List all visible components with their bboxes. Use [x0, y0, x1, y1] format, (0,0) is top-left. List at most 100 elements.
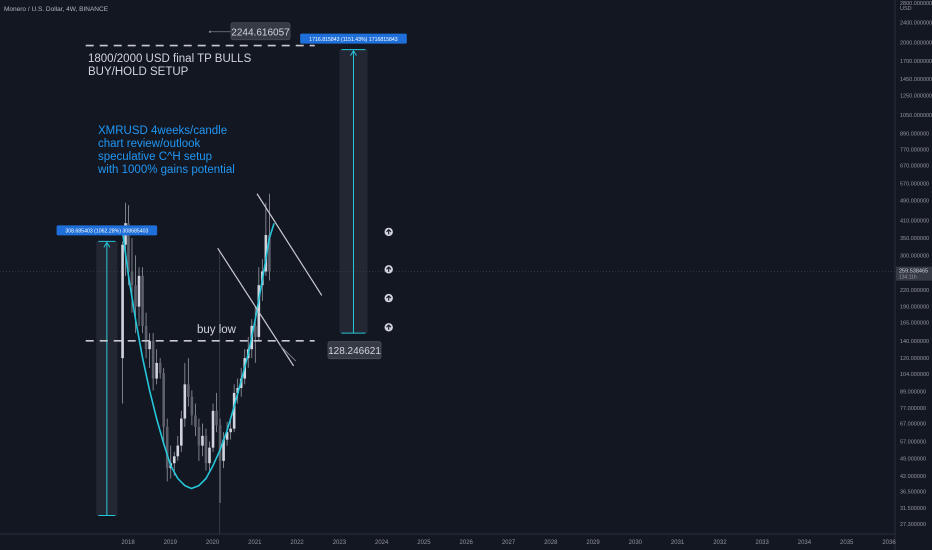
candle-body [183, 384, 187, 419]
y-tick-label: 36.500000 [900, 490, 926, 496]
symbol-header: Monero / U.S. Dollar, 4W, BINANCE [4, 6, 109, 13]
candle-body [155, 362, 158, 379]
x-tick-label: 2018 [121, 540, 135, 546]
candle-body [176, 445, 180, 457]
y-tick-label: 1700.000000 [900, 59, 932, 65]
x-tick-label: 2020 [206, 540, 220, 546]
time-axis[interactable]: 2018 2019 2020 2021 2022 2023 2024 2025 2026 2027… [121, 540, 896, 546]
buy-low-text: buy low [197, 324, 237, 336]
candle-body [141, 275, 144, 326]
price-buy-value: 128.246621 [328, 346, 381, 357]
y-tick-label: 1250.000000 [900, 93, 932, 99]
candle-body [211, 410, 215, 448]
price-buy-box [327, 341, 382, 360]
candle-body [148, 340, 151, 350]
candle-body [180, 418, 183, 446]
candle-body [190, 396, 194, 416]
up-arrow-glyph [386, 324, 392, 330]
current-price-countdown: 134:11h [899, 275, 917, 281]
y-tick-label: 27.300000 [900, 522, 926, 528]
x-tick-label: 2028 [544, 540, 558, 546]
candle-body [187, 384, 190, 397]
y-tick-label: 490.000000 [900, 198, 929, 204]
tp-title-text: 1800/2000 USD final TP BULLS [88, 53, 252, 65]
x-tick-label: 2026 [460, 540, 474, 546]
x-tick-label: 2034 [798, 540, 812, 546]
candle-body [144, 325, 148, 350]
candle-body [137, 275, 141, 307]
y-tick-label: 670.000000 [900, 163, 929, 169]
candle-body [204, 435, 208, 464]
x-tick-label: 2023 [333, 540, 347, 546]
y-tick-top-label: 2800.000000 [900, 1, 932, 7]
range-right-label-box [300, 33, 407, 44]
x-tick-label: 2027 [502, 540, 516, 546]
range-right-label-text: 1716.815843 (1151.43%) 1716815843 [309, 37, 398, 43]
candle-body [264, 234, 268, 272]
y-tick-label: 2000.000000 [900, 41, 932, 47]
candle-body [172, 456, 176, 464]
up-arrow-glyph [386, 266, 392, 272]
candle-body [127, 223, 130, 272]
y-tick-label: 890.000000 [900, 131, 929, 137]
range-right-arrowhead [350, 49, 357, 56]
y-tick-label: 57.000000 [900, 440, 926, 446]
y-tick-label: 300.000000 [900, 253, 929, 259]
current-price-value: 259.538465 [899, 269, 928, 275]
x-tick-label: 2030 [629, 540, 643, 546]
candle-body [151, 340, 155, 379]
range-left-arrowhead [103, 241, 111, 248]
candle-body [232, 392, 236, 429]
y-tick-label: 350.000000 [900, 236, 929, 242]
candle-body [197, 426, 201, 446]
tp-subtitle-text: BUY/HOLD SETUP [88, 66, 189, 78]
candle-body [194, 415, 197, 427]
candle-body [215, 410, 218, 426]
current-price-badge [896, 266, 932, 281]
y-tick-label: 770.000000 [900, 148, 929, 154]
up-arrow-glyph [386, 229, 392, 235]
candle-body [158, 362, 162, 374]
candle-body [162, 373, 165, 427]
x-tick-label: 2019 [164, 540, 178, 546]
candle-body [201, 435, 204, 446]
y-tick-label: 2400.000000 [900, 20, 932, 26]
drawing-lines-layer [85, 44, 393, 490]
x-tick-label: 2035 [840, 540, 854, 546]
x-tick-label: 2029 [586, 540, 600, 546]
y-tick-label: 67.000000 [900, 421, 926, 427]
blue-note-line-3: speculative C^H setup [98, 151, 212, 163]
y-tick-label: 190.000000 [900, 305, 929, 311]
up-arrow-glyph [386, 295, 392, 301]
y-tick-label: 77.000000 [900, 406, 926, 412]
x-tick-label: 2021 [248, 540, 262, 546]
labels-layer: 308.685403 (1062.28%) 308685403 1716.8158… [56, 22, 407, 360]
x-tick-label: 2031 [671, 540, 685, 546]
y-tick-label: 49.000000 [900, 457, 926, 463]
y-tick-label: 165.000000 [900, 320, 929, 326]
y-tick-label: 104.000000 [900, 372, 929, 378]
x-tick-label: 2033 [755, 540, 769, 546]
y-tick-label: 220.000000 [900, 288, 929, 294]
ranges-layer [0, 49, 895, 534]
y-tick-label: 1050.000000 [900, 113, 932, 119]
cup-curve [121, 222, 275, 490]
y-tick-label: 120.000000 [900, 356, 929, 362]
x-tick-label: 2022 [290, 540, 304, 546]
blue-note-line-4: with 1000% gains potential [97, 164, 235, 176]
blue-note-line-2: chart review/outlook [98, 138, 201, 150]
candles-layer [121, 193, 271, 503]
y-tick-label: 31.500000 [900, 506, 926, 512]
currency-label: USD [900, 6, 912, 12]
y-tick-label: 570.000000 [900, 181, 929, 187]
channel-upper [256, 193, 323, 296]
range-left-label-text: 308.685403 (1062.28%) 308685403 [65, 229, 148, 235]
x-tick-label: 2036 [882, 540, 896, 546]
candle-body [225, 432, 229, 440]
candle-body [268, 234, 271, 272]
price-top-value: 2244.616057 [231, 27, 290, 38]
price-top-pointer-dot [208, 30, 212, 33]
